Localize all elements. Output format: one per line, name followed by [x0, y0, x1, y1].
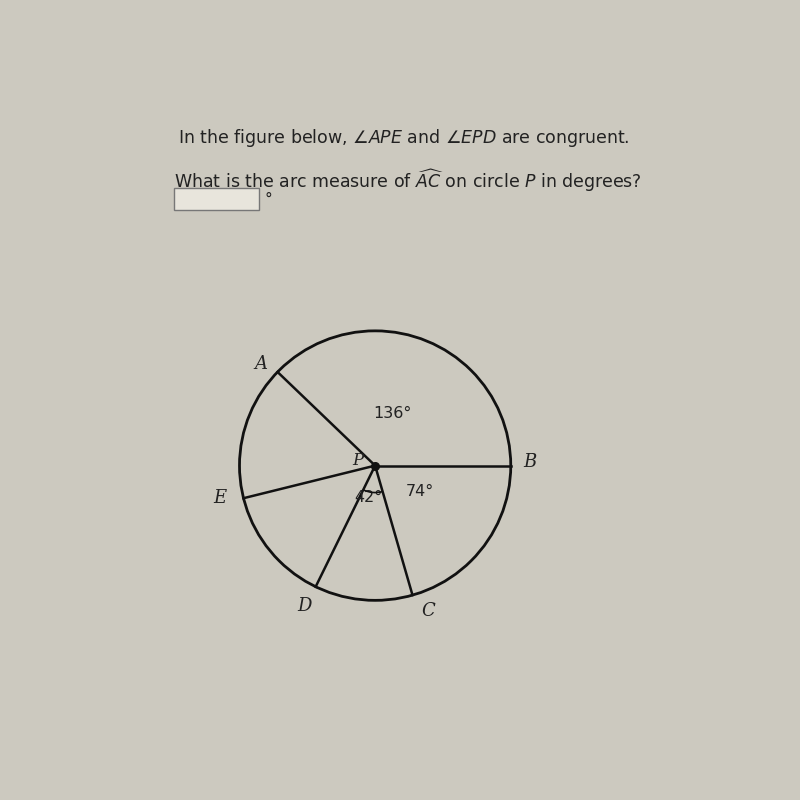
Text: D: D — [297, 597, 311, 615]
Text: 42°: 42° — [354, 490, 382, 506]
Text: What is the arc measure of $\widehat{AC}$ on circle $P$ in degrees?: What is the arc measure of $\widehat{AC}… — [174, 167, 642, 194]
Text: A: A — [254, 355, 267, 374]
Text: 74°: 74° — [406, 483, 434, 498]
Text: 136°: 136° — [374, 406, 412, 421]
Text: °: ° — [264, 192, 272, 206]
Text: B: B — [523, 453, 537, 470]
Text: In the figure below, $\angle APE$ and $\angle EPD$ are congruent.: In the figure below, $\angle APE$ and $\… — [178, 127, 629, 150]
Text: C: C — [421, 602, 435, 619]
Text: E: E — [214, 489, 227, 507]
Text: P: P — [353, 453, 364, 470]
FancyBboxPatch shape — [174, 188, 259, 210]
